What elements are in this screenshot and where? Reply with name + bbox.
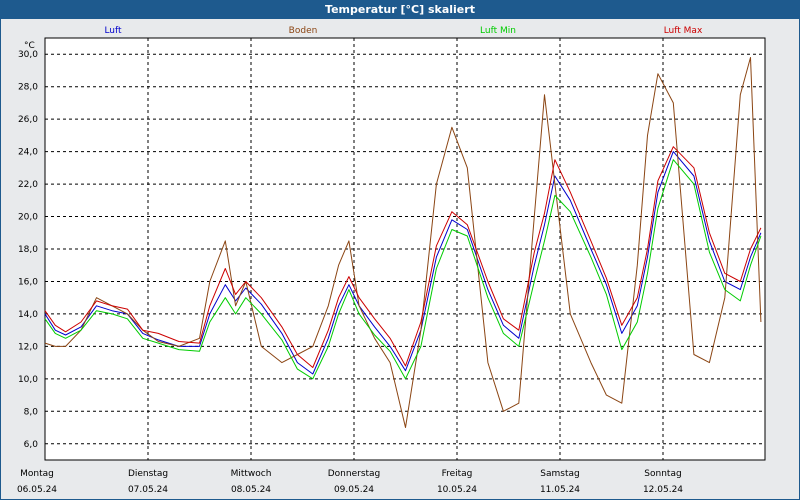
y-tick-label: 14,0 (18, 310, 38, 320)
x-tick-weekday: Donnerstag (328, 469, 381, 479)
legend: Luft Boden Luft Min Luft Max (104, 26, 703, 36)
legend-entry: Luft (104, 26, 122, 36)
y-tick-label: 22,0 (18, 180, 38, 190)
y-axis-ticks: 30,0 28,0 26,0 24,0 22,0 20,0 18,0 16,0 14,0 12,0… (18, 50, 38, 450)
series-lines (44, 57, 762, 428)
legend-entry: Luft Min (480, 26, 516, 36)
y-axis-label: °C (24, 41, 35, 51)
x-tick-date: 06.05.24 (17, 485, 57, 495)
y-tick-label: 8,0 (24, 407, 39, 417)
y-tick-label: 18,0 (18, 245, 38, 255)
legend-entry: Boden (289, 26, 318, 36)
x-tick-weekday: Freitag (442, 469, 473, 479)
x-tick-weekday: Mittwoch (231, 469, 272, 479)
x-tick-date: 10.05.24 (437, 485, 477, 495)
x-tick-date: 08.05.24 (231, 485, 271, 495)
series-line-luft (44, 151, 762, 375)
legend-entry: Luft Max (664, 26, 703, 36)
y-tick-label: 20,0 (18, 213, 38, 223)
y-tick-label: 16,0 (18, 277, 38, 287)
chart-title: Temperatur [°C] skaliert (0, 0, 800, 19)
grid (45, 38, 765, 460)
x-tick-date: 07.05.24 (128, 485, 168, 495)
y-tick-label: 6,0 (24, 440, 39, 450)
y-tick-label: 10,0 (18, 375, 38, 385)
x-tick-date: 12.05.24 (643, 485, 683, 495)
y-tick-label: 24,0 (18, 148, 38, 158)
x-tick-date: 11.05.24 (540, 485, 580, 495)
x-tick-weekday: Montag (20, 469, 54, 479)
x-tick-weekday: Dienstag (128, 469, 168, 479)
series-line-boden (44, 57, 762, 428)
y-tick-label: 26,0 (18, 115, 38, 125)
x-axis-ticks: Montag 06.05.24 Dienstag 07.05.24 Mittwoch 08… (17, 469, 683, 495)
x-tick-weekday: Samstag (540, 469, 579, 479)
y-tick-label: 12,0 (18, 342, 38, 352)
series-line-luft-max (44, 146, 762, 368)
y-tick-label: 30,0 (18, 50, 38, 60)
series-line-luft-min (44, 159, 762, 380)
y-tick-label: 28,0 (18, 83, 38, 93)
x-tick-weekday: Sonntag (644, 469, 681, 479)
x-tick-date: 09.05.24 (334, 485, 374, 495)
